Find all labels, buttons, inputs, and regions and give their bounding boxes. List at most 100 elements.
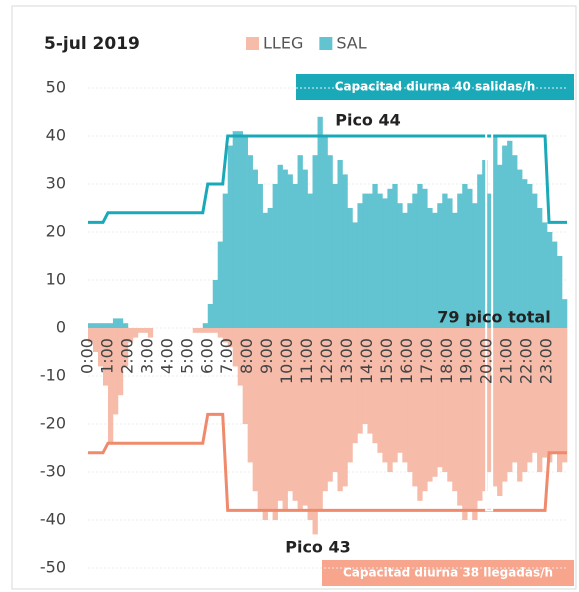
y-tick-label: 50 bbox=[46, 78, 66, 97]
bar bbox=[422, 188, 428, 328]
bar bbox=[122, 323, 129, 328]
bar bbox=[472, 328, 478, 520]
bar bbox=[292, 328, 298, 501]
bar bbox=[407, 328, 413, 472]
bar bbox=[347, 328, 353, 463]
bar bbox=[247, 155, 253, 328]
x-tick-label: 23:00 bbox=[537, 338, 556, 384]
bar bbox=[317, 116, 323, 328]
bar bbox=[457, 328, 463, 506]
y-tick-label: -30 bbox=[40, 462, 66, 481]
bar bbox=[302, 328, 308, 506]
x-tick-label: 6:00 bbox=[197, 338, 216, 374]
bar bbox=[482, 328, 488, 492]
x-tick-label: 9:00 bbox=[257, 338, 276, 374]
x-tick-label: 2:00 bbox=[117, 338, 136, 374]
bar bbox=[347, 208, 353, 328]
bar bbox=[142, 328, 149, 333]
bar bbox=[492, 136, 498, 328]
bar bbox=[112, 318, 119, 328]
legend-label: LLEG bbox=[263, 34, 303, 53]
bar bbox=[422, 328, 428, 492]
bar bbox=[552, 241, 558, 328]
bar bbox=[102, 328, 109, 386]
annotation-box bbox=[296, 74, 574, 100]
bar bbox=[412, 193, 418, 328]
bar bbox=[522, 179, 528, 328]
x-tick-label: 3:00 bbox=[137, 338, 156, 374]
x-tick-label: 10:00 bbox=[277, 338, 296, 384]
capacity-line bbox=[88, 412, 567, 512]
annotation: Capacitad diurna 38 llegadas/h bbox=[343, 566, 553, 580]
bar bbox=[342, 174, 348, 328]
bar bbox=[222, 328, 229, 343]
bar bbox=[207, 328, 214, 333]
bar bbox=[107, 323, 114, 328]
bar bbox=[372, 328, 378, 444]
bar bbox=[372, 184, 378, 328]
bar bbox=[117, 318, 124, 328]
bar bbox=[312, 155, 318, 328]
annotation: Capacitad diurna 40 salidas/h bbox=[335, 80, 536, 94]
bar bbox=[377, 328, 383, 453]
bar bbox=[262, 212, 268, 328]
bar bbox=[212, 328, 219, 333]
bar bbox=[232, 328, 238, 367]
bar bbox=[407, 203, 413, 328]
bar bbox=[227, 328, 233, 348]
bar bbox=[472, 203, 478, 328]
bar bbox=[117, 328, 124, 396]
bar bbox=[442, 193, 448, 328]
bar bbox=[202, 323, 209, 328]
y-tick-label: 30 bbox=[46, 174, 66, 193]
bar bbox=[502, 145, 508, 328]
bar bbox=[127, 328, 134, 343]
x-tick-label: 16:00 bbox=[397, 338, 416, 384]
bar bbox=[537, 208, 543, 328]
bar bbox=[462, 328, 468, 520]
bar bbox=[467, 328, 473, 511]
bar bbox=[552, 328, 558, 453]
bar bbox=[287, 174, 293, 328]
bar bbox=[212, 280, 219, 328]
bar bbox=[267, 208, 273, 328]
bar bbox=[282, 169, 288, 328]
x-tick-label: 22:00 bbox=[517, 338, 536, 384]
bar bbox=[427, 208, 433, 328]
bar bbox=[267, 328, 273, 511]
bar bbox=[302, 169, 308, 328]
bar bbox=[297, 155, 303, 328]
bar bbox=[262, 328, 268, 520]
bar bbox=[357, 203, 363, 328]
bar bbox=[497, 164, 503, 328]
bar bbox=[447, 198, 453, 328]
bar bbox=[402, 212, 408, 328]
bar bbox=[477, 174, 483, 328]
x-tick-label: 7:00 bbox=[217, 338, 236, 374]
bar bbox=[337, 328, 343, 492]
bar bbox=[532, 193, 538, 328]
bar bbox=[387, 188, 393, 328]
y-tick-label: 0 bbox=[56, 318, 66, 337]
bar bbox=[417, 328, 423, 501]
bar bbox=[507, 328, 513, 472]
x-tick-label: 18:00 bbox=[437, 338, 456, 384]
bar bbox=[292, 184, 298, 328]
bar bbox=[147, 328, 154, 338]
bar bbox=[437, 203, 443, 328]
bar bbox=[102, 323, 109, 328]
x-tick-label: 4:00 bbox=[157, 338, 176, 374]
bar bbox=[237, 131, 243, 328]
legend-swatch bbox=[319, 37, 333, 50]
bar bbox=[132, 328, 139, 338]
bar bbox=[332, 328, 338, 472]
bar bbox=[272, 328, 278, 520]
bar bbox=[217, 328, 224, 338]
chart-title: 5-jul 2019 bbox=[44, 34, 140, 54]
bar bbox=[432, 328, 438, 477]
y-tick-label: -40 bbox=[40, 510, 66, 529]
bar bbox=[457, 193, 463, 328]
bar bbox=[492, 328, 498, 487]
bar bbox=[462, 184, 468, 328]
y-tick-label: -10 bbox=[40, 366, 66, 385]
